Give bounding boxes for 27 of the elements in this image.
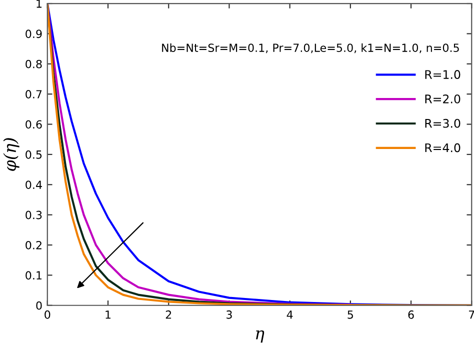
x-tick-label: 4 bbox=[286, 310, 293, 319]
x-tick-label: 1 bbox=[106, 310, 111, 319]
x-axis-title: η bbox=[256, 330, 264, 343]
y-tick-label: 0.3 bbox=[26, 210, 42, 220]
y-tick-label: 0.1 bbox=[26, 271, 42, 280]
annotation: Nb=Nt=Sr=M=0.1, Pr=7.0,Le=5.0, k1=N=1.0, n=0.5 bbox=[162, 43, 459, 54]
x-tick-label: 3 bbox=[226, 310, 232, 319]
x-tick-label: 5 bbox=[348, 310, 353, 319]
y-tick-label: 0.9 bbox=[26, 30, 42, 38]
line-series bbox=[47, 4, 472, 306]
x-tick-label: 7 bbox=[469, 310, 474, 319]
legend-label: R=1.0 bbox=[425, 70, 460, 79]
y-tick-label: 0.2 bbox=[26, 240, 42, 250]
y-axis-title: φ(η) bbox=[3, 138, 20, 171]
y-tick-label: 1 bbox=[36, 0, 42, 8]
y-tick-label: 0.6 bbox=[26, 120, 42, 129]
y-tick-label: 0.5 bbox=[26, 150, 42, 159]
legend-label: R=2.0 bbox=[425, 94, 460, 104]
y-tick-label: 0.4 bbox=[26, 180, 42, 190]
y-tick-label: 0.8 bbox=[26, 60, 42, 68]
x-tick-label: 6 bbox=[408, 310, 414, 319]
legend-label: R=3.0 bbox=[425, 118, 460, 128]
y-tick-label: 0 bbox=[36, 301, 42, 310]
x-tick-label: 0 bbox=[44, 310, 50, 319]
y-tick-label: 0.7 bbox=[26, 90, 42, 98]
legend-label: R=4.0 bbox=[425, 143, 460, 152]
x-tick-label: 2 bbox=[166, 310, 172, 319]
